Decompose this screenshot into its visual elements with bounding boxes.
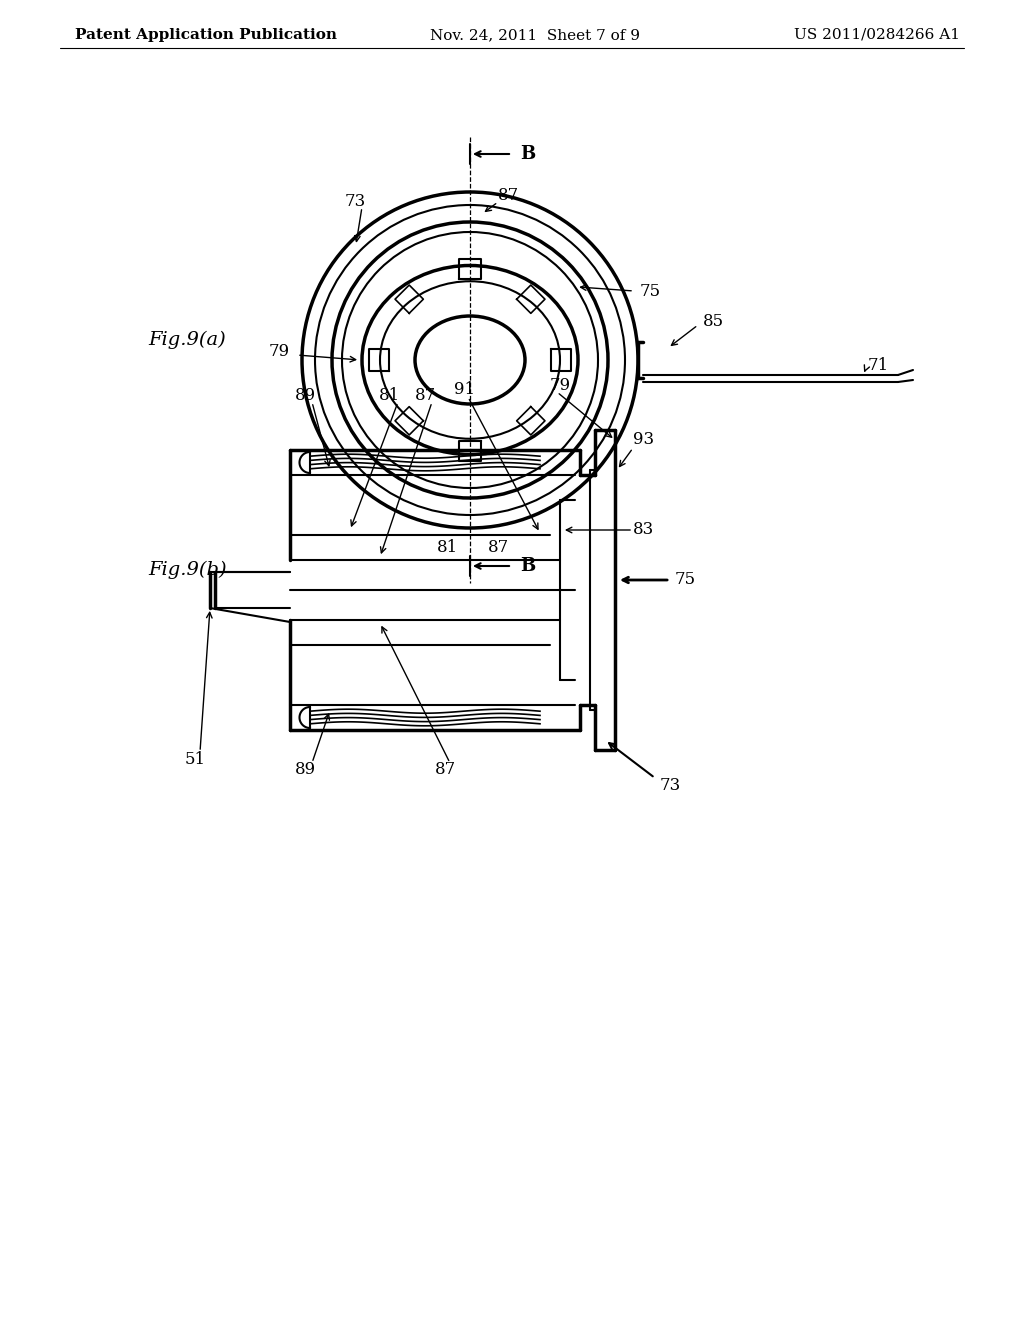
Text: 79: 79 xyxy=(269,343,290,360)
Text: 73: 73 xyxy=(344,194,366,210)
Text: 87: 87 xyxy=(415,387,435,404)
Text: 89: 89 xyxy=(295,387,315,404)
Text: Nov. 24, 2011  Sheet 7 of 9: Nov. 24, 2011 Sheet 7 of 9 xyxy=(430,28,640,42)
Text: 87: 87 xyxy=(488,540,509,557)
Text: 73: 73 xyxy=(660,776,681,793)
Text: 51: 51 xyxy=(184,751,206,768)
Text: 83: 83 xyxy=(633,521,654,539)
Text: B: B xyxy=(520,557,536,576)
Text: 93: 93 xyxy=(633,432,654,449)
Text: US 2011/0284266 A1: US 2011/0284266 A1 xyxy=(794,28,961,42)
Text: 75: 75 xyxy=(675,572,696,589)
Text: 91: 91 xyxy=(455,381,475,399)
Text: 87: 87 xyxy=(498,187,519,205)
Text: 79: 79 xyxy=(550,376,570,393)
Text: 89: 89 xyxy=(295,762,315,779)
Text: Fig.9(a): Fig.9(a) xyxy=(148,331,225,348)
Text: Patent Application Publication: Patent Application Publication xyxy=(75,28,337,42)
Text: Fig.9(b): Fig.9(b) xyxy=(148,561,226,579)
Text: 85: 85 xyxy=(703,314,724,330)
Text: B: B xyxy=(520,145,536,162)
Text: 71: 71 xyxy=(868,356,889,374)
Text: 75: 75 xyxy=(640,282,662,300)
Text: 81: 81 xyxy=(437,540,459,557)
Text: 87: 87 xyxy=(434,762,456,779)
Text: 81: 81 xyxy=(379,387,400,404)
